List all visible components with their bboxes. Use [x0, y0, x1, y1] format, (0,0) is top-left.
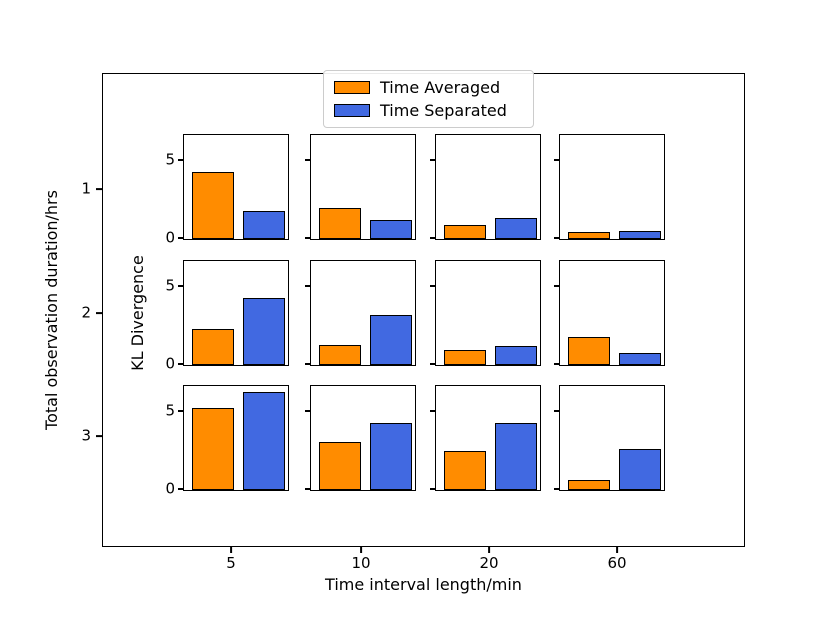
legend-label: Time Separated [380, 100, 507, 120]
subplot-duration-1h-interval-10min [305, 134, 416, 240]
x-tick-label: 60 [607, 554, 627, 572]
subplot-y-tick-mark [430, 237, 436, 239]
bar-time-averaged [191, 172, 234, 239]
subplot-duration-2h-interval-20min [430, 260, 541, 366]
bar-time-averaged [567, 479, 610, 490]
x-tick-mark [616, 546, 618, 553]
subplot-y-tick-mark [554, 285, 560, 287]
legend-item-time-separated: Time Separated [334, 100, 533, 120]
x-tick-mark [488, 546, 490, 553]
subplot-y-tick-mark [430, 159, 436, 161]
bar-time-averaged [191, 329, 234, 365]
subplot-duration-2h-interval-60min [554, 260, 665, 366]
bar-time-separated [495, 423, 538, 490]
subplot-y-tick-label: 0 [165, 228, 175, 247]
subplot-duration-3h-interval-10min [305, 385, 416, 491]
subplot-y-tick-label: 5 [165, 150, 175, 169]
subplot-y-tick-mark [305, 488, 311, 490]
x-tick-label: 5 [226, 554, 236, 572]
y-tick-mark [96, 188, 103, 190]
legend: Time Averaged Time Separated [323, 70, 534, 128]
bar-time-averaged [191, 408, 234, 490]
bar-time-separated [619, 448, 662, 490]
y-tick-mark [96, 312, 103, 314]
subplot-y-tick-label: 0 [165, 354, 175, 373]
bar-time-averaged [567, 336, 610, 365]
subplot-y-tick-mark [178, 159, 184, 161]
subplot-duration-1h-interval-60min [554, 134, 665, 240]
subplot-y-tick-mark [554, 363, 560, 365]
subplot-y-tick-mark [554, 237, 560, 239]
subplot-y-tick-mark [430, 363, 436, 365]
subplot-y-tick-mark [178, 363, 184, 365]
y-tick-mark [96, 435, 103, 437]
subplot-duration-3h-interval-20min [430, 385, 541, 491]
subplot-duration-3h-interval-60min [554, 385, 665, 491]
bar-time-separated [619, 231, 662, 239]
x-tick-label: 20 [479, 554, 499, 572]
subplot-y-tick-mark [430, 285, 436, 287]
subplot-y-tick-mark [178, 488, 184, 490]
legend-label: Time Averaged [380, 77, 501, 97]
bar-time-separated [243, 391, 286, 490]
bar-time-separated [495, 345, 538, 365]
y-tick-label: 3 [81, 426, 91, 445]
subplot-y-tick-mark [554, 410, 560, 412]
subplot-y-tick-label: 5 [165, 276, 175, 295]
subplot-duration-1h-interval-20min [430, 134, 541, 240]
y-tick-label: 2 [81, 303, 91, 322]
y-tick-label: 1 [81, 179, 91, 198]
bar-time-averaged [443, 224, 486, 239]
bar-time-separated [495, 217, 538, 239]
x-tick-mark [230, 546, 232, 553]
bar-time-averaged [443, 350, 486, 365]
subplot-y-tick-mark [178, 237, 184, 239]
subplot-y-tick-label: 5 [165, 401, 175, 420]
subplot-y-tick-mark [305, 237, 311, 239]
bar-time-separated [370, 315, 413, 365]
subplot-y-tick-mark [305, 159, 311, 161]
bar-time-separated [370, 423, 413, 490]
x-axis-label: Time interval length/min [325, 575, 522, 594]
bar-time-averaged [443, 451, 486, 490]
bar-time-averaged [567, 232, 610, 239]
time-averaged-swatch-icon [334, 81, 370, 95]
legend-item-time-averaged: Time Averaged [334, 79, 533, 97]
x-tick-mark [360, 546, 362, 553]
time-separated-swatch-icon [334, 103, 370, 117]
subplot-y-tick-mark [178, 410, 184, 412]
subplot-y-tick-label: 0 [165, 479, 175, 498]
subplot-y-tick-mark [305, 285, 311, 287]
bar-time-averaged [318, 344, 361, 365]
subplot-y-tick-mark [554, 159, 560, 161]
subplot-y-tick-mark [554, 488, 560, 490]
bar-time-separated [619, 352, 662, 365]
bar-time-separated [370, 220, 413, 239]
bar-time-separated [243, 298, 286, 365]
subplot-duration-2h-interval-10min [305, 260, 416, 366]
subplot-y-tick-mark [305, 410, 311, 412]
bar-time-averaged [318, 441, 361, 490]
subplot-y-tick-mark [305, 363, 311, 365]
inner-y-axis-label: KL Divergence [128, 255, 147, 371]
subplot-y-tick-mark [430, 410, 436, 412]
x-tick-label: 10 [351, 554, 371, 572]
bar-time-averaged [318, 207, 361, 239]
subplot-y-tick-mark [178, 285, 184, 287]
y-axis-label: Total observation duration/hrs [42, 190, 61, 430]
subplot-y-tick-mark [430, 488, 436, 490]
bar-time-separated [243, 210, 286, 239]
